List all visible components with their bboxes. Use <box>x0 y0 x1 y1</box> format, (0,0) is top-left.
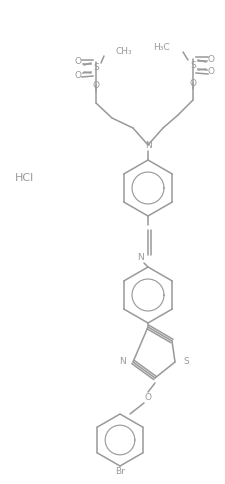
Text: Br: Br <box>115 468 125 477</box>
Text: O: O <box>74 71 81 79</box>
Text: O: O <box>92 80 99 90</box>
Text: N: N <box>120 358 126 366</box>
Text: S: S <box>183 358 189 366</box>
Text: O: O <box>144 393 151 402</box>
Text: O: O <box>74 58 81 66</box>
Text: S: S <box>190 60 196 70</box>
Text: N: N <box>145 140 151 150</box>
Text: HCl: HCl <box>15 173 34 183</box>
Text: O: O <box>189 78 196 88</box>
Text: N: N <box>137 254 143 262</box>
Text: O: O <box>207 55 214 63</box>
Text: CH₃: CH₃ <box>115 47 132 57</box>
Text: S: S <box>93 63 99 73</box>
Text: O: O <box>207 67 214 76</box>
Text: H₃C: H₃C <box>153 44 170 52</box>
